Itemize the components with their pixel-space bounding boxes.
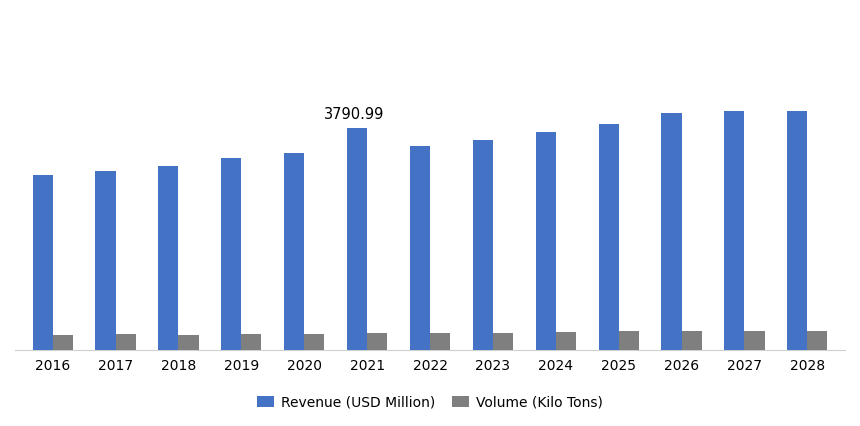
Bar — [808, 331, 827, 350]
Bar — [681, 331, 702, 350]
Bar — [787, 111, 808, 350]
Bar — [304, 334, 324, 350]
Bar — [724, 111, 745, 350]
Bar — [179, 334, 199, 350]
Bar — [661, 112, 681, 350]
Bar — [33, 176, 52, 350]
Bar — [115, 334, 136, 350]
Text: 3790.99: 3790.99 — [323, 107, 384, 122]
Bar — [410, 146, 430, 350]
Bar — [556, 332, 576, 350]
Bar — [473, 140, 493, 350]
Bar — [493, 333, 513, 350]
Bar — [536, 132, 556, 350]
Bar — [367, 333, 387, 350]
Legend: Revenue (USD Million), Volume (Kilo Tons): Revenue (USD Million), Volume (Kilo Tons… — [252, 390, 608, 415]
Bar — [52, 335, 73, 350]
Bar — [618, 331, 639, 350]
Bar — [95, 171, 115, 350]
Bar — [430, 334, 450, 350]
Bar — [221, 158, 242, 350]
Bar — [242, 334, 261, 350]
Bar — [284, 153, 304, 350]
Bar — [599, 124, 618, 350]
Bar — [745, 331, 765, 350]
Bar — [347, 128, 367, 350]
Bar — [158, 166, 179, 350]
